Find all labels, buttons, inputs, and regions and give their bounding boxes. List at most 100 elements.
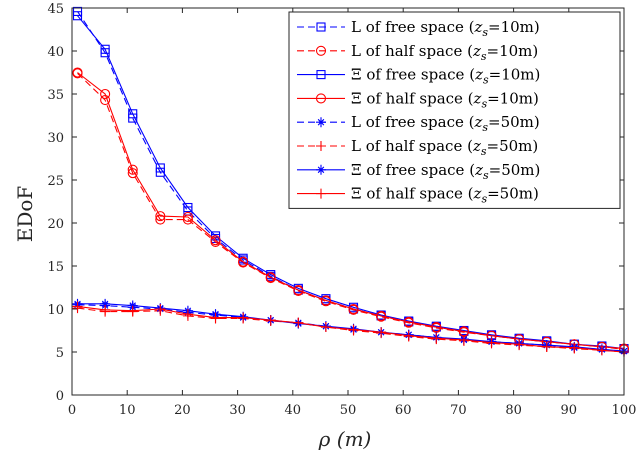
- series-3-point-shape: [183, 202, 193, 213]
- series-4-point-shape: [210, 235, 221, 246]
- series-8-point: [403, 330, 414, 341]
- y-tick-label: 0: [56, 389, 64, 404]
- legend-marker-shape: [315, 93, 327, 104]
- series-4-point-shape: [348, 303, 359, 315]
- series-8-point-shape: [431, 333, 442, 344]
- series-8-point: [182, 309, 193, 320]
- series-8-point-shape: [210, 312, 221, 323]
- series-3-point: [128, 109, 138, 119]
- axes: 0 10 20 30 40 50 60 70 80 90 100 0 5 10 15 20 25 30 35 40 45: [47, 2, 636, 418]
- x-tick-label: 100: [612, 403, 636, 418]
- series-8-point-shape: [182, 309, 193, 320]
- series-8-point: [293, 317, 304, 328]
- legend-marker: [316, 22, 326, 32]
- series-8-point: [127, 305, 138, 316]
- legend-label: L of half space (zs=50m): [351, 137, 538, 158]
- series-4-point-shape: [238, 256, 249, 267]
- legend-entry-5: L of free space (zs=50m): [297, 113, 540, 134]
- series-4-point: [293, 285, 304, 296]
- legend-entry-3: Ξ of free space (zs=10m): [297, 66, 540, 87]
- series-8-point: [265, 315, 276, 326]
- series-4-point: [376, 310, 387, 321]
- legend-label: L of free space (zs=10m): [351, 18, 540, 39]
- series-8-point: [596, 345, 607, 356]
- legend-marker: [316, 141, 326, 151]
- legend-marker-shape: [316, 188, 326, 199]
- legend-label: L of half space (zs=10m): [351, 42, 538, 63]
- series-8-point-shape: [293, 317, 304, 328]
- y-tick-label: 5: [56, 346, 64, 361]
- series-8-point-shape: [265, 315, 276, 326]
- x-tick-label: 20: [174, 403, 191, 418]
- legend-marker: [316, 188, 326, 199]
- legend-entry-8: Ξ of half space (zs=50m): [297, 185, 539, 206]
- y-tick-label: 35: [47, 88, 64, 103]
- series-8-point: [569, 342, 580, 353]
- x-tick-label: 90: [561, 403, 578, 418]
- legend-marker: [315, 93, 327, 104]
- series-8-point-shape: [348, 324, 359, 335]
- series-8-point: [486, 337, 497, 348]
- series-8-point-shape: [596, 345, 607, 356]
- x-axis-label: ρ (m): [318, 427, 372, 451]
- legend-label: Ξ of half space (zs=50m): [351, 185, 539, 206]
- series-4-point-shape: [431, 322, 442, 333]
- legend-marker: [316, 70, 326, 80]
- x-tick-label: 70: [450, 403, 467, 418]
- series-4-point: [72, 67, 83, 78]
- y-tick-label: 30: [47, 131, 64, 146]
- legend-marker-shape: [316, 164, 326, 175]
- x-tick-label: 50: [340, 403, 357, 418]
- series-8-point-shape: [514, 339, 525, 350]
- legend-entry-7: Ξ of free space (zs=50m): [297, 161, 540, 182]
- series-7-point: [127, 300, 138, 311]
- legend-marker: [316, 117, 326, 128]
- legend-marker-shape: [316, 22, 326, 32]
- series-8-point-shape: [403, 330, 414, 341]
- series-8-point-shape: [238, 312, 249, 323]
- series-4-point: [403, 316, 414, 327]
- series-4-point: [320, 295, 331, 306]
- series-4-point-shape: [127, 164, 138, 175]
- series-3-point: [155, 163, 165, 173]
- series-8: [72, 301, 629, 357]
- series-2-point: [182, 214, 193, 225]
- legend-label: Ξ of half space (zs=10m): [351, 89, 539, 110]
- series-4-point-shape: [293, 285, 304, 296]
- series-3-point-shape: [100, 44, 110, 54]
- x-tick-label: 80: [505, 403, 522, 418]
- y-tick-label: 15: [47, 260, 64, 275]
- series-8-point: [541, 341, 552, 352]
- series-4-point: [182, 211, 193, 223]
- series-4-point: [348, 303, 359, 315]
- series-4-line: [77, 72, 625, 350]
- series-4-point-shape: [265, 272, 276, 283]
- series-8-point: [72, 301, 83, 312]
- legend-marker-shape: [316, 117, 326, 128]
- series-4-point-shape: [100, 88, 111, 100]
- y-tick-label: 25: [47, 174, 64, 189]
- series-8-point-shape: [320, 322, 331, 333]
- x-tick-label: 10: [119, 403, 136, 418]
- series-8-point: [238, 312, 249, 323]
- series-8-point-shape: [72, 301, 83, 312]
- x-tick-label: 0: [68, 403, 76, 418]
- series-8-point-shape: [376, 327, 387, 338]
- x-tick-label: 60: [395, 403, 412, 418]
- series-8-point: [514, 339, 525, 350]
- legend-marker: [315, 45, 327, 56]
- series-3-point-shape: [155, 163, 165, 173]
- series-8-point: [320, 322, 331, 333]
- series-3-point-shape: [72, 11, 83, 21]
- y-tick-label: 20: [47, 217, 64, 232]
- series-7-point-shape: [100, 298, 111, 309]
- series-8-point-shape: [541, 341, 552, 352]
- series-4-point-shape: [155, 211, 166, 222]
- series-8-point-shape: [569, 342, 580, 353]
- series-8-point: [431, 333, 442, 344]
- y-tick-label: 10: [47, 303, 64, 318]
- series-4-point-shape: [320, 295, 331, 306]
- series-4-point-shape: [182, 211, 193, 223]
- x-tick-label: 30: [229, 403, 246, 418]
